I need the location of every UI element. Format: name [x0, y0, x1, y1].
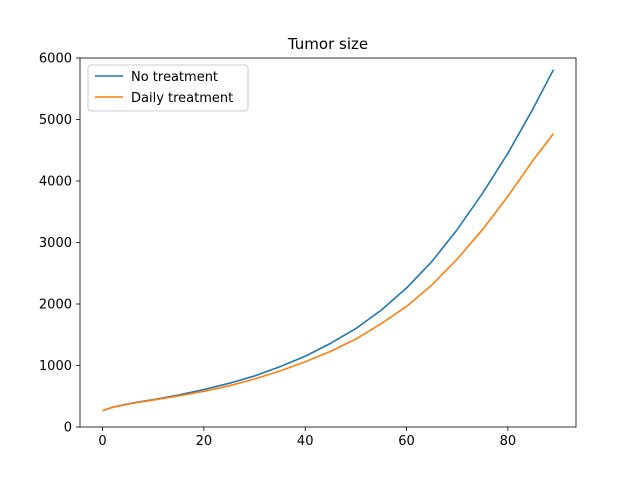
y-tick-label: 1000 — [39, 359, 72, 374]
series-line-daily-treatment — [102, 133, 555, 412]
y-tick-label: 3000 — [39, 236, 72, 251]
y-tick-label: 2000 — [39, 298, 72, 313]
legend-box — [87, 64, 249, 112]
legend-label-no-treatment: No treatment — [131, 70, 218, 85]
x-tick-label: 60 — [398, 434, 415, 449]
y-tick-label: 4000 — [39, 175, 72, 190]
legend-label-daily-treatment: Daily treatment — [131, 91, 233, 106]
x-tick-label: 20 — [196, 434, 213, 449]
series-layer — [102, 69, 555, 412]
ticks-layer: 0 20 40 60 80 0 1000 2000 3000 4000 5000 6000 — [39, 52, 516, 450]
x-tick-label: 40 — [297, 434, 314, 449]
y-tick-label: 5000 — [39, 113, 72, 128]
plot-frame — [79, 57, 577, 428]
legend: No treatment Daily treatment — [87, 64, 249, 112]
plot-area — [80, 58, 576, 427]
x-tick-label: 0 — [98, 434, 106, 449]
x-tick-label: 80 — [500, 434, 517, 449]
chart-title: Tumor size — [287, 35, 368, 53]
y-tick-label: 6000 — [39, 52, 72, 67]
y-tick-label: 0 — [64, 421, 72, 436]
